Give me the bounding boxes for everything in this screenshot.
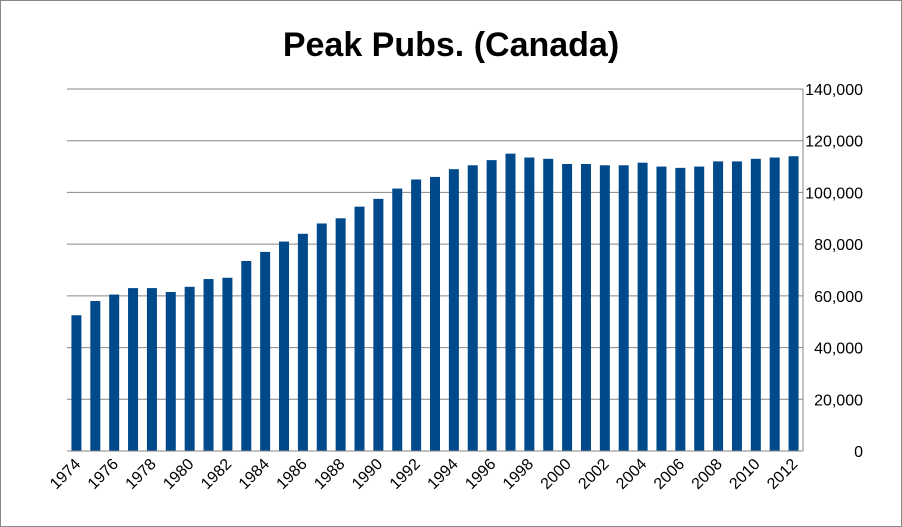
y-tick-label: 60,000 <box>814 289 863 306</box>
bar-series <box>71 153 799 452</box>
bar-1974 <box>71 315 82 451</box>
bar-1979 <box>165 291 176 451</box>
bar-1996 <box>486 160 497 452</box>
bar-1993 <box>430 176 440 451</box>
x-tick-label: 1984 <box>236 456 273 493</box>
x-tick-label: 1988 <box>311 456 348 493</box>
bar-2006 <box>675 167 686 452</box>
bar-1988 <box>335 218 346 451</box>
axes <box>67 89 804 452</box>
bar-1976 <box>109 294 120 451</box>
x-tick-label: 2002 <box>575 456 612 493</box>
bar-2010 <box>750 158 761 451</box>
x-tick-label: 2004 <box>613 456 650 493</box>
y-tick-label: 40,000 <box>814 341 863 358</box>
x-tick-label: 1980 <box>160 456 197 493</box>
bar-2003 <box>618 165 629 451</box>
bar-1985 <box>279 241 290 451</box>
x-tick-label: 1992 <box>387 456 424 493</box>
x-tick-label: 1978 <box>123 456 160 493</box>
y-tick-label: 20,000 <box>814 392 863 409</box>
bar-1983 <box>241 260 252 451</box>
x-tick-label: 1998 <box>500 456 537 493</box>
y-tick-label: 80,000 <box>814 237 863 254</box>
bar-1998 <box>524 157 535 451</box>
bar-1981 <box>203 279 214 451</box>
x-tick-label: 2010 <box>726 456 763 493</box>
bar-1997 <box>505 153 516 451</box>
bar-1999 <box>543 158 554 451</box>
bar-1977 <box>128 288 139 451</box>
x-tick-label: 2000 <box>538 456 575 493</box>
x-tick-label: 1994 <box>425 456 462 493</box>
bar-1992 <box>411 179 422 451</box>
y-tick-label: 100,000 <box>805 185 863 202</box>
y-axis-ticks: 0 20,000 40,000 60,000 80,000 100,000 120,000 1… <box>805 82 863 461</box>
bar-2009 <box>731 161 742 451</box>
bar-2004 <box>637 162 648 451</box>
bar-1994 <box>448 169 459 451</box>
y-tick-label: 140,000 <box>805 82 863 99</box>
bar-1995 <box>467 165 478 451</box>
bar-2007 <box>694 166 705 451</box>
x-tick-label: 1990 <box>349 456 386 493</box>
bar-2001 <box>580 163 591 452</box>
y-tick-label: 120,000 <box>805 134 863 151</box>
bar-1987 <box>316 223 327 451</box>
chart-title: Peak Pubs. (Canada) <box>283 26 619 64</box>
bar-1990 <box>373 198 384 451</box>
x-tick-label: 1982 <box>198 456 235 493</box>
x-tick-label: 1974 <box>47 456 84 493</box>
x-tick-label: 2008 <box>689 456 726 493</box>
bar-2002 <box>599 165 610 451</box>
bar-1991 <box>392 188 403 452</box>
bar-1986 <box>297 233 308 451</box>
x-tick-label: 1976 <box>85 456 122 493</box>
x-tick-label: 2012 <box>764 456 801 493</box>
x-axis-ticks: 1974 1976 1978 1980 1982 1984 1986 1988 1990 1992… <box>47 456 801 493</box>
bar-2000 <box>562 163 573 452</box>
x-tick-label: 2006 <box>651 456 688 493</box>
bar-1984 <box>260 251 271 451</box>
bar-1982 <box>222 277 233 451</box>
bar-1975 <box>90 301 101 451</box>
x-tick-label: 1986 <box>274 456 311 493</box>
bar-2005 <box>656 166 667 451</box>
bar-1978 <box>146 288 157 451</box>
bar-2011 <box>769 157 780 451</box>
bar-1980 <box>184 286 195 451</box>
y-tick-label: 0 <box>854 444 863 461</box>
bar-2008 <box>713 161 724 451</box>
bar-2012 <box>788 156 799 452</box>
bar-1989 <box>354 206 365 451</box>
x-tick-label: 1996 <box>462 456 499 493</box>
